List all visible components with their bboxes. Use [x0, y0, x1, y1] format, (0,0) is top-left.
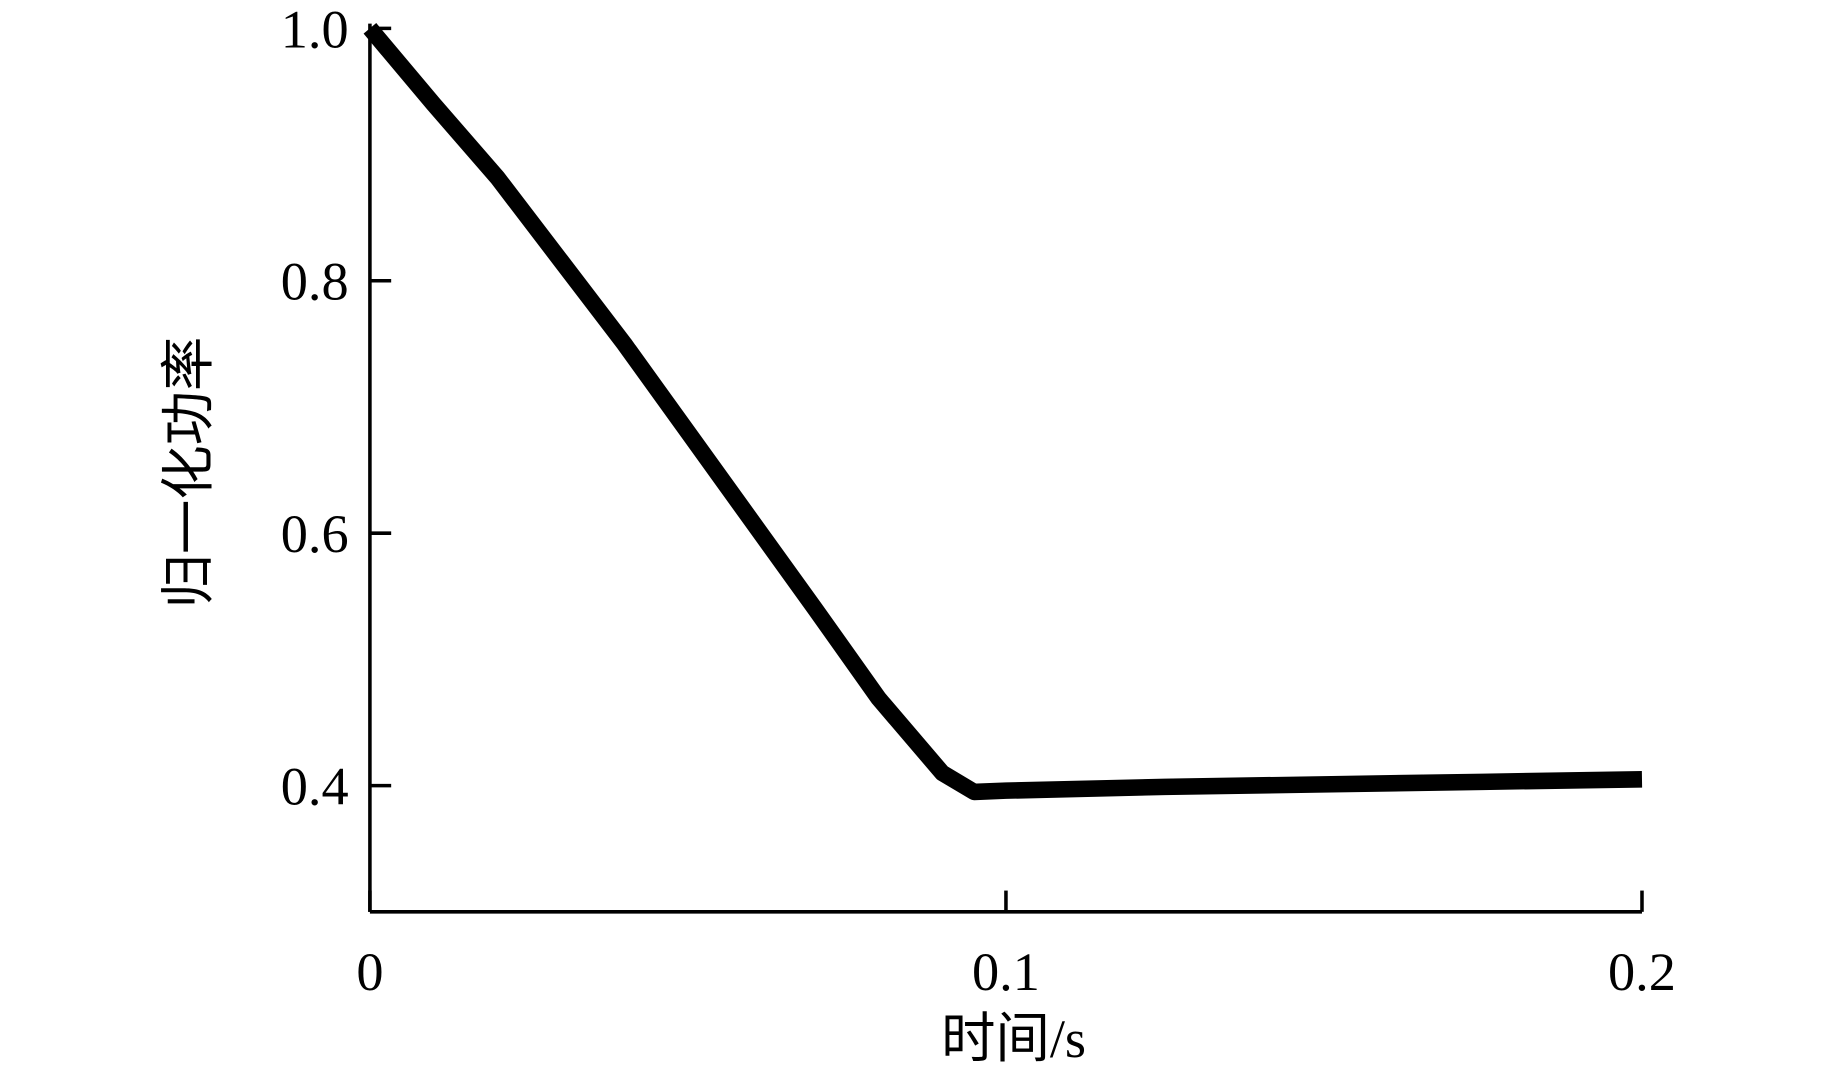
y-axis-label: 归一化功率: [159, 337, 219, 609]
x-tick-label: 0.2: [1608, 942, 1676, 1002]
y-tick-label: 0.8: [281, 252, 349, 312]
y-tick-label: 1.0: [281, 0, 349, 59]
y-tick-label: 0.4: [281, 757, 349, 817]
x-tick-label: 0: [356, 942, 383, 1002]
y-tick-label: 0.6: [281, 504, 349, 564]
x-axis-label: 时间/s: [941, 1009, 1086, 1069]
x-tick-label: 0.1: [972, 942, 1040, 1002]
data-line: [363, 23, 1643, 801]
